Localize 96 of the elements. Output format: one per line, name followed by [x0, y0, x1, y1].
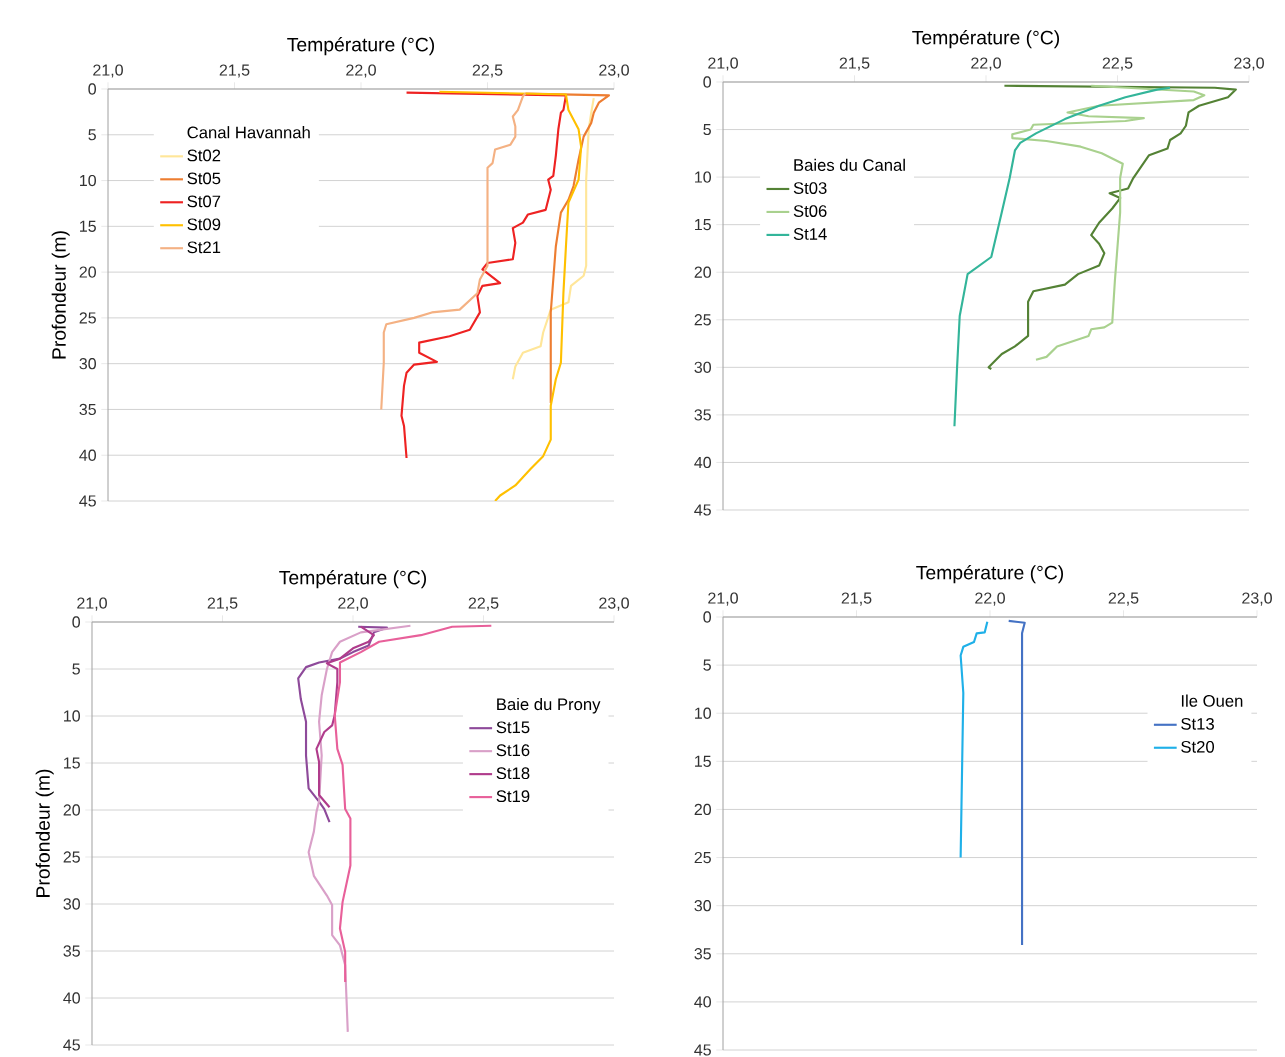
y-tick-label: 35 — [694, 948, 711, 960]
x-tick-label: 22,5 — [468, 597, 499, 611]
line-series — [297, 625, 389, 824]
legend-label: St19 — [496, 790, 530, 803]
line-series — [1011, 84, 1206, 361]
x-tick-label: 22,5 — [1108, 592, 1139, 606]
x-tick-label: 21,0 — [93, 64, 123, 78]
y-tick-label: 45 — [79, 495, 96, 507]
x-tick-label: 23,0 — [1242, 592, 1272, 606]
y-tick-label: 25 — [694, 314, 711, 326]
x-axis-title: Température (°C) — [912, 29, 1060, 49]
y-tick-label: 15 — [64, 757, 80, 769]
y-tick-label: 25 — [79, 312, 96, 324]
y-tick-label: 30 — [79, 358, 96, 370]
line-series — [959, 620, 989, 859]
y-tick-label: 15 — [695, 219, 711, 231]
y-tick-label: 20 — [694, 266, 712, 278]
x-tick-label: 21,0 — [77, 597, 107, 611]
y-tick-label: 25 — [63, 851, 80, 863]
y-tick-label: 40 — [79, 449, 96, 461]
legend-label: St15 — [496, 721, 530, 734]
line-series — [511, 97, 595, 381]
y-tick-label: 15 — [695, 755, 711, 767]
x-tick-label: 22,5 — [472, 64, 503, 78]
legend-label: St05 — [187, 172, 221, 185]
legend-label: St07 — [187, 195, 221, 208]
line-series — [315, 625, 375, 809]
y-tick-label: 35 — [694, 409, 711, 421]
line-series — [987, 84, 1237, 371]
y-tick-label: 35 — [63, 945, 80, 957]
y-tick-label: 40 — [63, 992, 80, 1004]
line-series — [333, 624, 493, 984]
legend-label: St16 — [496, 744, 530, 757]
y-tick-label: 20 — [79, 266, 96, 278]
y-tick-label: 0 — [88, 83, 97, 95]
x-tick-label: 21,5 — [219, 64, 250, 78]
y-tick-label: 10 — [695, 171, 712, 183]
x-tick-label: 22,0 — [975, 592, 1005, 606]
y-tick-label: 10 — [80, 174, 96, 187]
x-tick-label: 22,0 — [338, 597, 368, 611]
y-tick-label: 45 — [694, 1044, 711, 1056]
y-tick-label: 15 — [80, 220, 96, 232]
y-tick-label: 30 — [63, 898, 80, 910]
x-axis-title: Température (°C) — [287, 37, 435, 56]
y-tick-label: 20 — [63, 804, 80, 816]
legend-label: St03 — [793, 182, 827, 194]
x-tick-label: 21,5 — [207, 597, 238, 611]
legend-title: Baie du Prony — [497, 697, 601, 714]
y-tick-label: 40 — [694, 456, 712, 469]
y-tick-label: 0 — [703, 611, 712, 623]
y-tick-label: 30 — [694, 900, 712, 912]
y-tick-label: 0 — [703, 76, 712, 88]
line-series — [438, 90, 583, 501]
x-tick-label: 23,0 — [599, 64, 629, 78]
legend-label: St18 — [496, 767, 530, 780]
y-tick-label: 5 — [703, 123, 711, 136]
y-tick-label: 45 — [63, 1039, 80, 1051]
legend-label: St09 — [187, 218, 221, 231]
y-tick-label: 0 — [72, 616, 81, 628]
x-tick-label: 23,0 — [1234, 57, 1264, 71]
x-axis-title: Température (°C) — [916, 565, 1064, 584]
legend-title: Ile Ouen — [1181, 694, 1243, 707]
line-series — [307, 624, 412, 1033]
y-tick-label: 5 — [703, 659, 711, 671]
legend-label: St13 — [1181, 717, 1214, 730]
x-tick-label: 22,0 — [346, 64, 376, 78]
y-tick-label: 25 — [694, 851, 711, 864]
line-series — [380, 92, 527, 411]
y-tick-label: 35 — [79, 403, 96, 416]
y-tick-label: 10 — [64, 710, 80, 722]
legend-title: Canal Havannah — [187, 126, 310, 139]
legend-label: St14 — [793, 228, 827, 240]
line-series — [953, 86, 1172, 428]
legend-label: St20 — [1181, 740, 1215, 753]
legend-label: St06 — [793, 205, 827, 217]
x-tick-label: 21,5 — [841, 592, 872, 606]
y-tick-label: 30 — [694, 361, 712, 373]
legend-label: St21 — [187, 241, 221, 254]
legend-title: Baies du Canal — [794, 158, 905, 171]
y-axis-title: Profondeur (m) — [35, 769, 54, 897]
y-tick-label: 5 — [88, 129, 96, 141]
y-tick-label: 40 — [694, 996, 712, 1008]
y-tick-label: 5 — [72, 663, 80, 675]
x-tick-label: 23,0 — [599, 597, 629, 611]
line-series — [400, 91, 568, 460]
x-tick-label: 22,0 — [971, 57, 1001, 71]
y-tick-label: 20 — [694, 803, 712, 816]
y-axis-title: Profondeur (m) — [51, 231, 70, 359]
y-tick-label: 45 — [694, 504, 711, 516]
x-axis-title: Température (°C) — [279, 570, 427, 589]
x-tick-label: 21,0 — [708, 57, 738, 71]
x-tick-label: 21,5 — [839, 57, 870, 71]
x-tick-label: 21,0 — [708, 592, 738, 606]
y-tick-label: 10 — [695, 707, 712, 719]
legend-label: St02 — [187, 149, 221, 162]
x-tick-label: 22,5 — [1102, 57, 1133, 71]
